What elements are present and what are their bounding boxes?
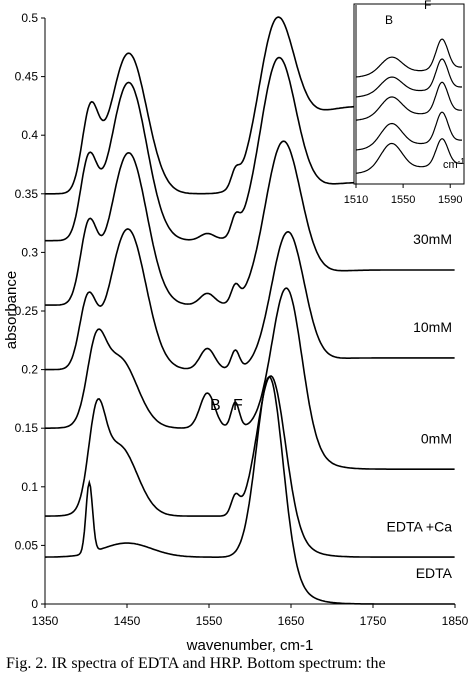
- y-tick-label: 0.4: [21, 128, 38, 142]
- inset-spectrum-line: [355, 138, 462, 174]
- inset-spectra-lines: [355, 38, 463, 174]
- x-axis-label: wavenumber, cm-1: [186, 637, 314, 654]
- y-tick-label: 0.45: [15, 70, 39, 84]
- series-label: EDTA: [416, 565, 453, 581]
- spectrum-line: [45, 228, 455, 371]
- inset-band-label-f: F: [424, 0, 431, 12]
- y-tick-label: 0: [31, 597, 38, 611]
- series-label: 10mM: [413, 319, 452, 335]
- y-tick-label: 0.2: [21, 363, 38, 377]
- inset-x-tick-label: 1510: [344, 194, 368, 206]
- figure-caption: Fig. 2. IR spectra of EDTA and HRP. Bott…: [6, 655, 386, 672]
- y-axis-ticks: 0 0.05 0.1 0.15 0.2 0.25 0.3 0.35 0.4 0.45 0.5: [15, 11, 45, 611]
- inset-unit-label: cm-1: [443, 157, 465, 171]
- y-axis-label: absorbance: [3, 271, 20, 349]
- inset-plot: 1510 1550 1590 B F cm-1: [344, 0, 466, 206]
- x-tick-label: 1650: [278, 614, 305, 628]
- inset-spectrum-line: [355, 81, 462, 121]
- inset-spectrum-line: [355, 38, 462, 78]
- series-label: 30mM: [413, 231, 452, 247]
- inset-x-tick-label: 1550: [391, 194, 415, 206]
- spectrum-line: [45, 140, 455, 306]
- series-label: 0mM: [421, 430, 452, 446]
- y-tick-label: 0.5: [21, 11, 38, 25]
- y-tick-label: 0.35: [15, 187, 39, 201]
- inset-spectrum-line: [355, 111, 462, 151]
- inset-unit-exponent: -1: [458, 157, 466, 166]
- inset-band-label-b: B: [385, 13, 393, 27]
- x-tick-label: 1550: [196, 614, 223, 628]
- inset-x-ticks: 1510 1550 1590: [344, 184, 462, 206]
- spectrum-line: [45, 375, 455, 558]
- x-tick-label: 1350: [32, 614, 59, 628]
- series-label: EDTA +Ca: [387, 518, 453, 534]
- inset-x-tick-label: 1590: [438, 194, 462, 206]
- inset-unit-text: cm: [443, 159, 458, 171]
- y-tick-label: 0.1: [21, 480, 38, 494]
- x-tick-label: 1450: [114, 614, 141, 628]
- x-tick-label: 1850: [442, 614, 469, 628]
- y-tick-label: 0.25: [15, 304, 39, 318]
- x-axis-ticks: 1350 1450 1550 1650 1750 1850: [32, 604, 469, 628]
- spectrum-line: [45, 376, 455, 605]
- band-label-f: F: [233, 397, 243, 414]
- y-tick-label: 0.3: [21, 245, 38, 259]
- inset-spectrum-line: [356, 58, 463, 98]
- band-label-b: B: [210, 397, 221, 414]
- y-tick-label: 0.15: [15, 421, 39, 435]
- inset-frame: [353, 3, 465, 185]
- x-tick-label: 1750: [360, 614, 387, 628]
- y-tick-label: 0.05: [15, 538, 39, 552]
- spectrum-line: [45, 287, 455, 470]
